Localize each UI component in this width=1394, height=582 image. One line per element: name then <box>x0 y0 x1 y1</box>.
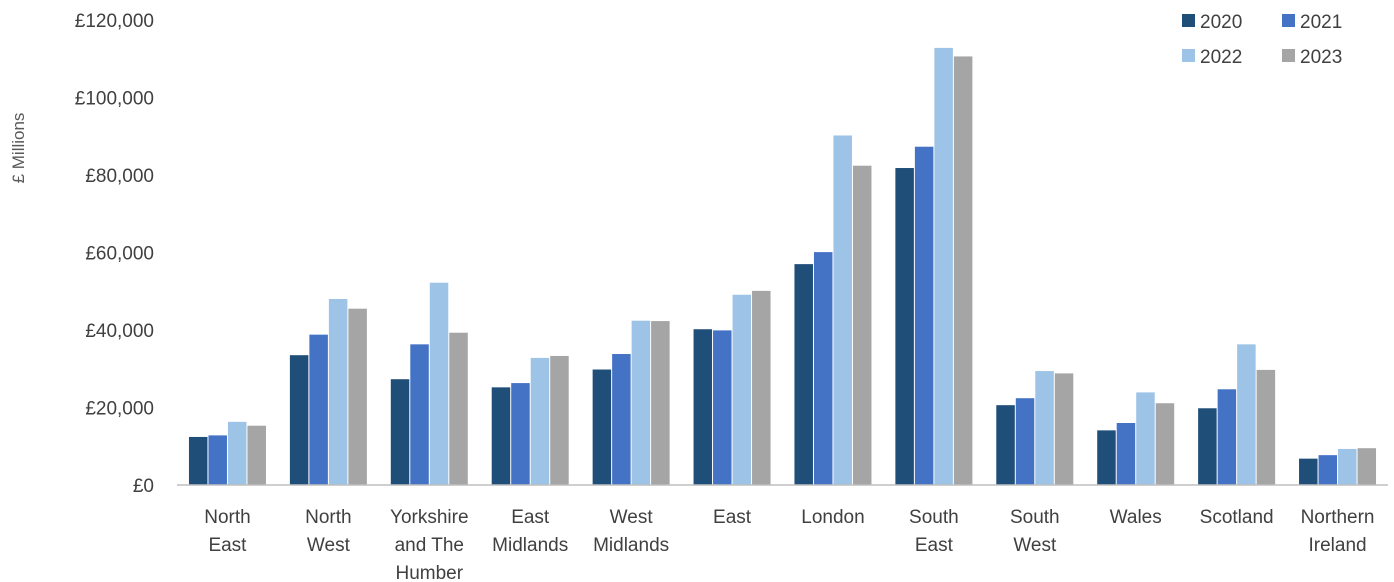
bar-2020 <box>693 329 713 485</box>
bar-2022 <box>328 299 348 485</box>
x-tick-label: and The <box>395 535 464 556</box>
bar-2023 <box>852 165 872 485</box>
bar-2023 <box>449 332 468 485</box>
bar-2021 <box>713 330 732 485</box>
y-tick-label: £20,000 <box>85 399 154 420</box>
bar-2023 <box>1256 369 1276 485</box>
legend-swatch <box>1282 49 1295 62</box>
x-tick-label: Northern <box>1301 507 1375 528</box>
bar-2022 <box>631 320 651 485</box>
bar-2020 <box>996 405 1015 485</box>
bar-2023 <box>651 321 670 485</box>
bar-2021 <box>410 344 429 485</box>
bar-2023 <box>1155 403 1175 485</box>
x-tick-label: Yorkshire <box>390 507 469 528</box>
bar-2023 <box>1054 373 1074 485</box>
legend-swatch <box>1182 14 1195 27</box>
y-tick-label: £0 <box>133 476 154 497</box>
bar-2021 <box>1217 389 1237 485</box>
bar-2022 <box>934 47 953 486</box>
x-tick-label: East <box>713 507 752 528</box>
x-tick-label: North <box>204 507 250 528</box>
bar-2022 <box>1035 371 1054 485</box>
x-tick-label: East <box>511 507 550 528</box>
bar-2023 <box>1357 448 1377 485</box>
x-tick-label: South <box>1010 507 1060 528</box>
x-tick-label: Humber <box>396 563 464 582</box>
bar-2022 <box>1338 448 1357 485</box>
y-tick-label: £120,000 <box>75 11 154 32</box>
bar-2021 <box>813 252 833 485</box>
bar-2020 <box>794 264 813 486</box>
bar-2022 <box>1237 344 1256 485</box>
bar-2023 <box>550 355 569 485</box>
y-tick-label: £80,000 <box>85 166 154 187</box>
bar-2021 <box>1318 455 1338 485</box>
x-tick-label: Midlands <box>593 535 669 556</box>
bar-2023 <box>247 425 266 485</box>
x-tick-label: Ireland <box>1308 535 1366 556</box>
y-tick-label: £60,000 <box>85 244 154 265</box>
x-tick-label: Wales <box>1110 507 1162 528</box>
bar-2021 <box>1015 398 1035 485</box>
y-axis-label: £ Millions <box>9 113 28 184</box>
legend: 2020 2021 2022 2023 <box>1182 12 1342 68</box>
bar-2022 <box>530 357 550 485</box>
y-tick-label: £40,000 <box>85 321 154 342</box>
x-tick-label: East <box>915 535 954 556</box>
bar-2022 <box>732 294 752 485</box>
bar-2023 <box>752 290 771 485</box>
legend-swatch <box>1282 14 1295 27</box>
y-axis-ticks: £0 £20,000 £40,000 £60,000 £80,000 £100,000 £1… <box>75 11 154 497</box>
legend-label: 2021 <box>1300 12 1342 33</box>
bar-2022 <box>227 421 247 485</box>
bars <box>188 47 1377 486</box>
x-tick-label: Midlands <box>492 535 568 556</box>
bar-2020 <box>289 355 309 485</box>
x-tick-label: London <box>801 507 864 528</box>
bar-2022 <box>1136 392 1155 485</box>
x-tick-label: West <box>610 507 654 528</box>
x-tick-label: North <box>305 507 351 528</box>
x-tick-label: Scotland <box>1200 507 1274 528</box>
x-tick-label: East <box>208 535 247 556</box>
bar-2021 <box>208 435 227 485</box>
bar-2021 <box>914 146 934 485</box>
bar-2020 <box>1097 430 1116 485</box>
y-tick-label: £100,000 <box>75 89 154 110</box>
bar-2021 <box>612 354 631 485</box>
bar-2023 <box>348 308 367 485</box>
bar-2021 <box>511 383 530 485</box>
bar-2020 <box>895 168 914 485</box>
legend-label: 2020 <box>1200 12 1242 33</box>
bar-2020 <box>390 379 410 485</box>
bar-2020 <box>1198 408 1217 485</box>
bar-2020 <box>491 387 511 485</box>
bar-2020 <box>1299 458 1318 485</box>
x-tick-label: West <box>307 535 351 556</box>
x-tick-label: South <box>909 507 959 528</box>
bar-2020 <box>592 369 612 485</box>
legend-swatch <box>1182 49 1195 62</box>
bar-2021 <box>1116 423 1136 485</box>
bar-2022 <box>833 135 852 485</box>
bar-2021 <box>309 334 328 485</box>
bar-2023 <box>953 56 973 486</box>
x-axis-ticks: North East North West Yorkshire and The Humber… <box>204 507 1374 582</box>
bar-2022 <box>429 282 449 485</box>
x-tick-label: West <box>1013 535 1057 556</box>
legend-label: 2022 <box>1200 47 1242 68</box>
bar-2020 <box>188 436 208 485</box>
legend-label: 2023 <box>1300 47 1342 68</box>
